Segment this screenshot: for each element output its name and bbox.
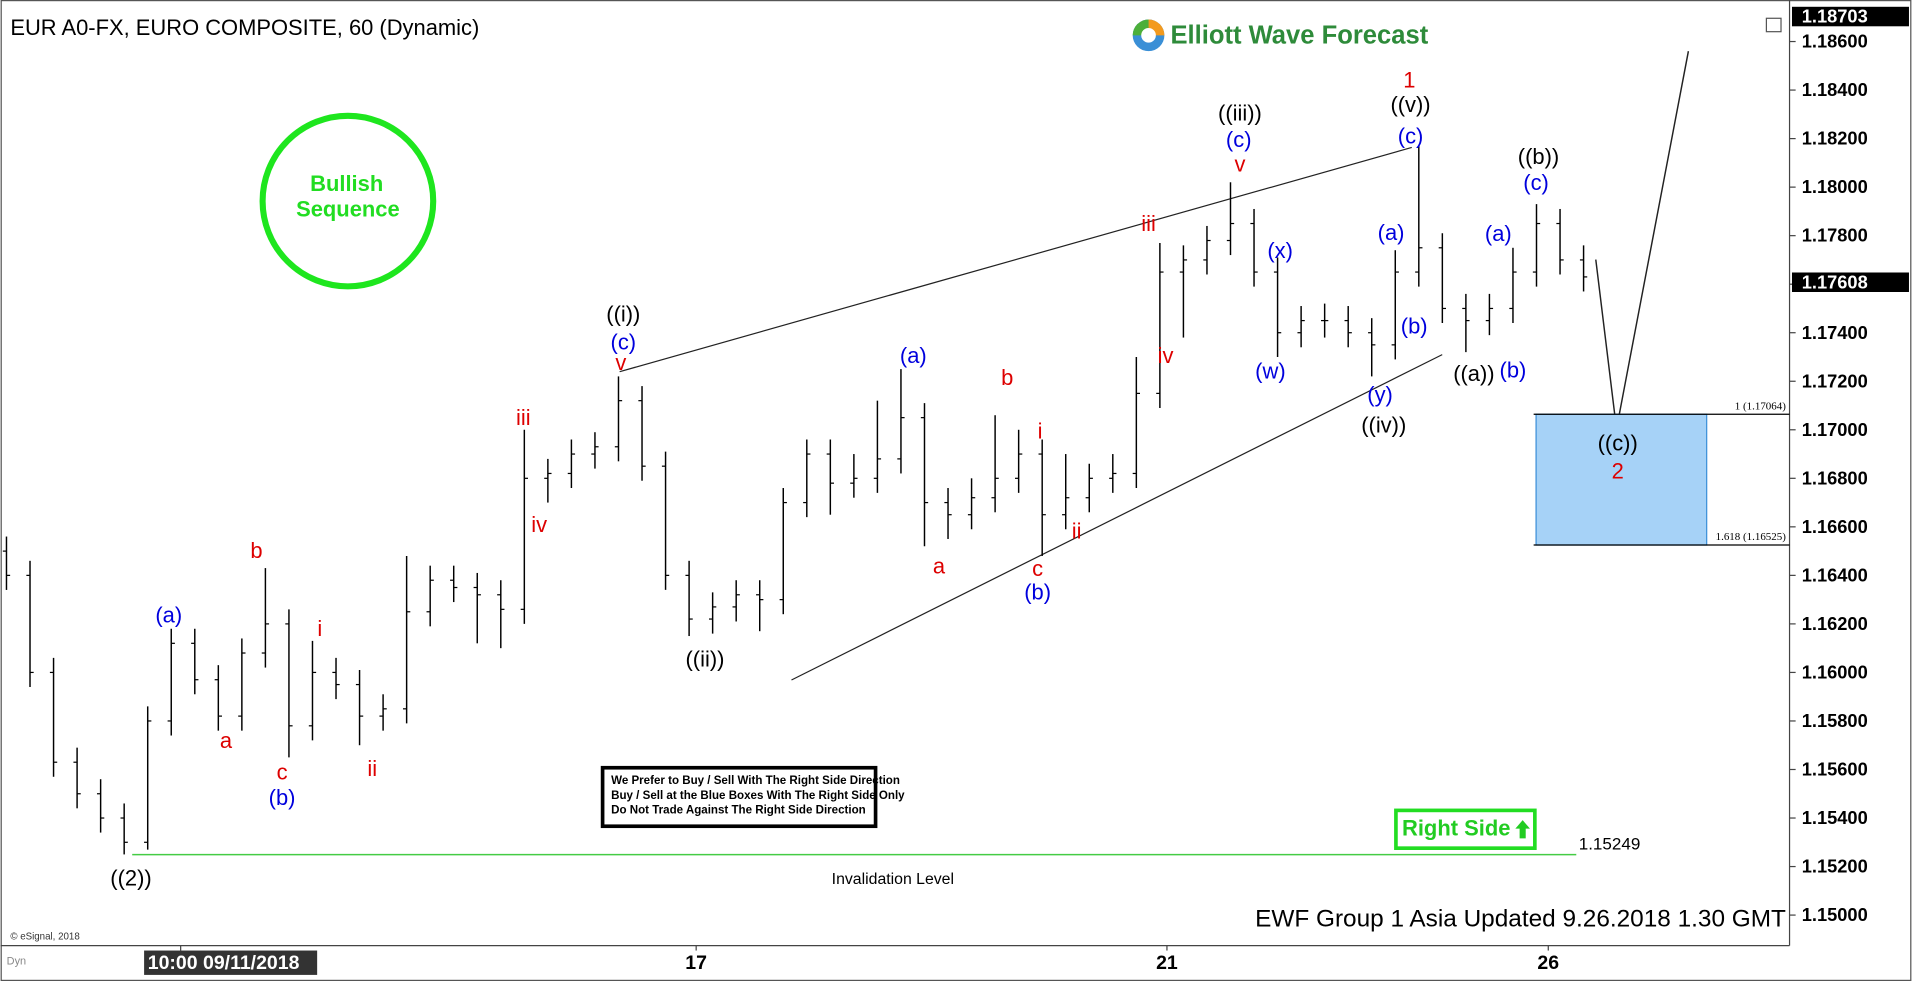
wave-label: ((c)) bbox=[1598, 431, 1638, 456]
copyright: © eSignal, 2018 bbox=[10, 932, 79, 943]
notice-box bbox=[600, 765, 878, 829]
channel-line bbox=[791, 354, 1443, 681]
y-tick-label: 1.16400 bbox=[1802, 564, 1868, 585]
wave-label: ((iii)) bbox=[1218, 100, 1262, 125]
y-tick-label: 1.15400 bbox=[1802, 807, 1868, 828]
wave-label: (y) bbox=[1367, 382, 1393, 407]
channel-line bbox=[619, 146, 1412, 373]
wave-label: ((b)) bbox=[1518, 144, 1559, 169]
wave-label: c bbox=[1032, 556, 1043, 581]
footer: EWF Group 1 Asia Updated 9.26.2018 1.30 … bbox=[1255, 906, 1786, 933]
wave-label: ((a)) bbox=[1453, 361, 1494, 386]
badge-circle bbox=[259, 112, 437, 290]
y-tick-label: 1.18000 bbox=[1802, 176, 1868, 197]
wave-label: 2 bbox=[1612, 459, 1624, 484]
wave-label: a bbox=[933, 554, 946, 579]
right-side-box bbox=[1394, 808, 1537, 850]
y-tick-label: 1.18400 bbox=[1802, 79, 1868, 100]
wave-label: (b) bbox=[1024, 579, 1051, 604]
wave-label: ((ii)) bbox=[685, 646, 724, 671]
top-price-tag-label: 1.18703 bbox=[1802, 6, 1868, 27]
x-tick-label: 21 bbox=[1156, 952, 1178, 974]
y-tick-label: 1.15000 bbox=[1802, 904, 1868, 925]
right-side-arrow bbox=[1515, 820, 1530, 839]
wave-label: (a) bbox=[155, 602, 182, 627]
wave-label: iv bbox=[1158, 343, 1174, 368]
x-tick-label: 10:00 09/11/2018 bbox=[148, 952, 300, 974]
notice-text: Buy / Sell at the Blue Boxes With The Ri… bbox=[611, 790, 905, 802]
wave-label: b bbox=[1001, 365, 1013, 390]
wave-label: ((i)) bbox=[606, 301, 640, 326]
wave-label: (c) bbox=[1226, 127, 1252, 152]
wave-label: iii bbox=[516, 405, 531, 430]
notice-text: Do Not Trade Against The Right Side Dire… bbox=[611, 804, 866, 816]
chart-title: EUR A0-FX, EURO COMPOSITE, 60 (Dynamic) bbox=[10, 15, 479, 40]
target-label: 1 (1.17064) bbox=[1735, 400, 1786, 412]
wave-label: ((iv)) bbox=[1361, 412, 1406, 437]
wave-label: ((v)) bbox=[1390, 92, 1430, 117]
wave-label: a bbox=[220, 728, 233, 753]
wave-label: i bbox=[317, 616, 322, 641]
notice-text: We Prefer to Buy / Sell With The Right S… bbox=[611, 775, 900, 787]
wave-label: (a) bbox=[1378, 220, 1405, 245]
y-tick-label: 1.16600 bbox=[1802, 516, 1868, 537]
last-price-tag-label: 1.17608 bbox=[1802, 271, 1868, 292]
y-tick-label: 1.17000 bbox=[1802, 419, 1868, 440]
wave-label: (c) bbox=[1523, 170, 1549, 195]
y-tick-label: 1.18200 bbox=[1802, 128, 1868, 149]
y-tick-label: 1.17400 bbox=[1802, 322, 1868, 343]
wave-label: (a) bbox=[900, 343, 927, 368]
last-price-tag bbox=[1791, 272, 1909, 292]
badge-text: Sequence bbox=[296, 197, 400, 222]
logo-icon-center bbox=[1141, 28, 1156, 43]
wave-label: ii bbox=[1072, 518, 1082, 543]
wave-label: iv bbox=[531, 512, 547, 537]
x-tick-label: 26 bbox=[1537, 952, 1559, 974]
badge-text: Bullish bbox=[310, 171, 383, 196]
wave-label: 1 bbox=[1403, 67, 1415, 92]
window-icon bbox=[1765, 17, 1782, 33]
wave-label: ii bbox=[367, 756, 377, 781]
wave-label: iii bbox=[1141, 211, 1156, 236]
y-tick-label: 1.16200 bbox=[1802, 613, 1868, 634]
wave-label: i bbox=[1038, 418, 1043, 443]
wave-label: (a) bbox=[1485, 221, 1512, 246]
wave-label: c bbox=[277, 760, 288, 785]
wave-label: v bbox=[1234, 152, 1245, 177]
wave-label: (x) bbox=[1267, 238, 1293, 263]
y-tick-label: 1.15600 bbox=[1802, 759, 1868, 780]
invalidation-text: Invalidation Level bbox=[832, 871, 954, 888]
right-side-text: Right Side bbox=[1402, 816, 1510, 841]
logo-text: Elliott Wave Forecast bbox=[1170, 21, 1428, 49]
wave-label: ((2)) bbox=[110, 866, 151, 891]
price-bars bbox=[2, 145, 1588, 855]
y-tick-label: 1.17800 bbox=[1802, 225, 1868, 246]
wave-label: v bbox=[615, 350, 626, 375]
wave-label: (b) bbox=[1500, 357, 1527, 382]
wave-label: (c) bbox=[611, 329, 637, 354]
target-label: 1.618 (1.16525) bbox=[1716, 531, 1787, 543]
invalidation-value: 1.15249 bbox=[1579, 834, 1641, 853]
top-price-tag bbox=[1791, 6, 1909, 27]
wave-label: (c) bbox=[1398, 124, 1424, 149]
wave-label: (w) bbox=[1255, 359, 1285, 384]
mode: Dyn bbox=[7, 955, 26, 967]
y-tick-label: 1.16000 bbox=[1802, 661, 1868, 682]
y-tick-label: 1.18600 bbox=[1802, 31, 1868, 52]
wave-label: (b) bbox=[269, 785, 296, 810]
wave-label: b bbox=[250, 538, 262, 563]
x-tick-label-bg bbox=[144, 950, 318, 975]
x-tick-label: 17 bbox=[685, 952, 707, 974]
y-tick-label: 1.15800 bbox=[1802, 710, 1868, 731]
wave-label: (b) bbox=[1401, 314, 1428, 339]
y-tick-label: 1.15200 bbox=[1802, 856, 1868, 877]
y-tick-label: 1.17200 bbox=[1802, 370, 1868, 391]
logo: Elliott Wave Forecast bbox=[1132, 19, 1429, 52]
y-tick-label: 1.16800 bbox=[1802, 467, 1868, 488]
